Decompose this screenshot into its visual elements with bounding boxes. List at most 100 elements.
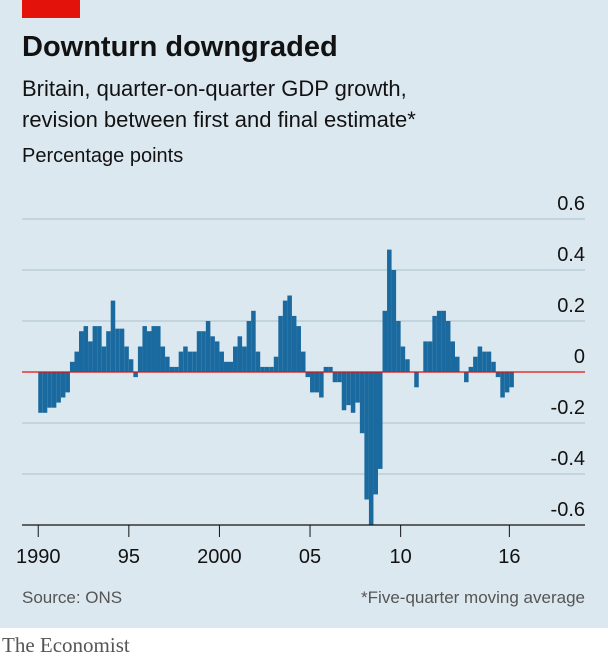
bar — [387, 249, 392, 372]
bar — [328, 366, 333, 372]
bar — [264, 366, 270, 372]
bar — [427, 341, 433, 372]
bar — [287, 295, 292, 372]
bar — [110, 300, 116, 372]
bar — [332, 372, 338, 383]
bar — [468, 366, 474, 372]
bar — [278, 315, 283, 372]
bar — [92, 326, 98, 372]
bar — [255, 351, 261, 372]
x-tick-label: 05 — [299, 546, 321, 568]
bar — [119, 328, 125, 372]
bar — [445, 321, 451, 372]
bar — [473, 356, 478, 372]
bar — [65, 372, 70, 393]
bar — [291, 315, 297, 372]
y-tick-label: -0.2 — [551, 397, 585, 419]
chart-title: Downturn downgraded — [22, 31, 338, 63]
bar — [124, 346, 129, 372]
background — [0, 0, 608, 628]
bar — [400, 346, 406, 372]
y-tick-label: -0.6 — [551, 499, 585, 521]
bar — [83, 326, 89, 372]
bar — [355, 372, 360, 403]
bar — [146, 331, 152, 372]
bar — [210, 336, 215, 372]
bar — [464, 372, 469, 383]
bar — [156, 326, 161, 372]
bar — [251, 310, 256, 372]
bar — [477, 346, 483, 372]
bar — [160, 346, 166, 372]
x-tick-label: 1990 — [16, 546, 61, 568]
bar — [359, 372, 365, 434]
bar — [368, 372, 374, 525]
source: Source: ONS — [22, 588, 122, 607]
bar — [373, 372, 378, 495]
bar — [69, 361, 75, 372]
y-tick-label: 0.6 — [557, 193, 585, 215]
bar — [310, 372, 315, 393]
bar — [260, 366, 265, 372]
bar — [441, 310, 446, 372]
bar — [319, 372, 324, 398]
bar — [51, 372, 57, 408]
bar — [214, 341, 220, 372]
bar — [133, 372, 138, 378]
bar — [178, 351, 184, 372]
y-tick-label: 0.2 — [557, 295, 585, 317]
bar — [237, 336, 243, 372]
bar — [391, 270, 397, 372]
bar — [350, 372, 356, 413]
x-tick-label: 95 — [118, 546, 140, 568]
bar — [174, 366, 179, 372]
bar — [486, 351, 492, 372]
bar — [128, 359, 134, 372]
bar — [405, 359, 410, 372]
subtitle: Britain, quarter-on-quarter GDP growth, — [22, 76, 407, 101]
bar — [414, 372, 419, 388]
bar — [56, 372, 61, 403]
bar — [500, 372, 505, 398]
bar — [491, 361, 496, 372]
bar — [382, 310, 388, 372]
bar — [495, 372, 501, 378]
bar — [169, 366, 175, 372]
bar — [242, 346, 247, 372]
bar — [432, 315, 437, 372]
bar — [201, 331, 206, 372]
bar — [377, 372, 383, 469]
bar — [74, 351, 80, 372]
bar — [47, 372, 52, 408]
bar — [296, 326, 301, 372]
bar — [364, 372, 369, 500]
bar — [196, 331, 202, 372]
bar — [101, 346, 107, 372]
x-tick-label: 10 — [390, 546, 412, 568]
bar — [106, 331, 111, 372]
bar — [151, 326, 157, 372]
bar — [504, 372, 510, 393]
bar — [314, 372, 320, 393]
bar — [305, 372, 311, 378]
bar — [223, 361, 229, 372]
bar — [450, 341, 455, 372]
bar — [183, 346, 188, 372]
y-tick-label: 0.4 — [557, 244, 585, 266]
footnote: *Five-quarter moving average — [361, 588, 585, 607]
bar — [323, 366, 329, 372]
bar — [42, 372, 48, 413]
bar — [341, 372, 347, 411]
bar — [423, 341, 428, 372]
bar — [192, 351, 197, 372]
bar — [137, 346, 143, 372]
bar — [115, 328, 120, 372]
x-tick-label: 2000 — [197, 546, 242, 568]
bar — [300, 351, 306, 372]
bar — [282, 300, 288, 372]
bar — [269, 366, 274, 372]
bar — [97, 326, 102, 372]
red-tag — [22, 0, 80, 18]
bar — [60, 372, 66, 398]
